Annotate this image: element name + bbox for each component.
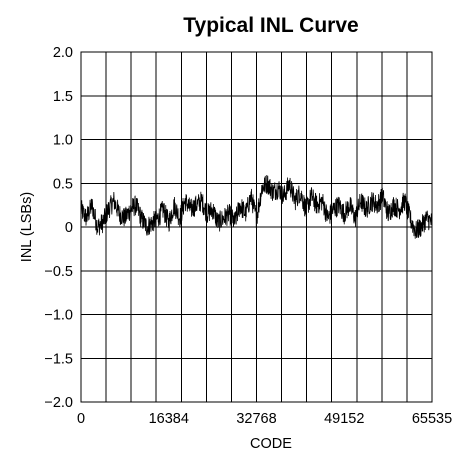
- x-tick-label: 65535: [412, 411, 452, 427]
- y-tick-label: 0: [65, 220, 73, 236]
- y-tick-label: −1.5: [44, 351, 73, 367]
- y-tick-label: 2.0: [53, 45, 73, 61]
- y-axis-label: INL (LSBs): [19, 192, 35, 262]
- y-tick-label: −2.0: [44, 395, 73, 411]
- x-tick-label: 32768: [236, 411, 276, 427]
- y-tick-label: 1.5: [53, 89, 73, 105]
- plot-frame: [80, 51, 433, 403]
- x-tick-label: 16384: [149, 411, 189, 427]
- y-tick-label: 1.0: [53, 133, 73, 149]
- y-tick-label: −0.5: [44, 264, 73, 280]
- x-tick-label: 49152: [324, 411, 364, 427]
- chart-title: Typical INL Curve: [183, 14, 358, 37]
- y-tick-labels: 2.0 1.5 1.0 0.5 0 −0.5 −1.0 −1.5 −2.0: [44, 45, 73, 411]
- x-tick-label: 0: [77, 411, 85, 427]
- grid-lines: [80, 51, 433, 403]
- y-tick-label: 0.5: [53, 176, 73, 192]
- y-tick-label: −1.0: [44, 308, 73, 324]
- x-axis-label: CODE: [250, 436, 292, 452]
- x-tick-labels: 0 16384 32768 49152 65535: [77, 411, 452, 427]
- inl-trace: [80, 175, 433, 239]
